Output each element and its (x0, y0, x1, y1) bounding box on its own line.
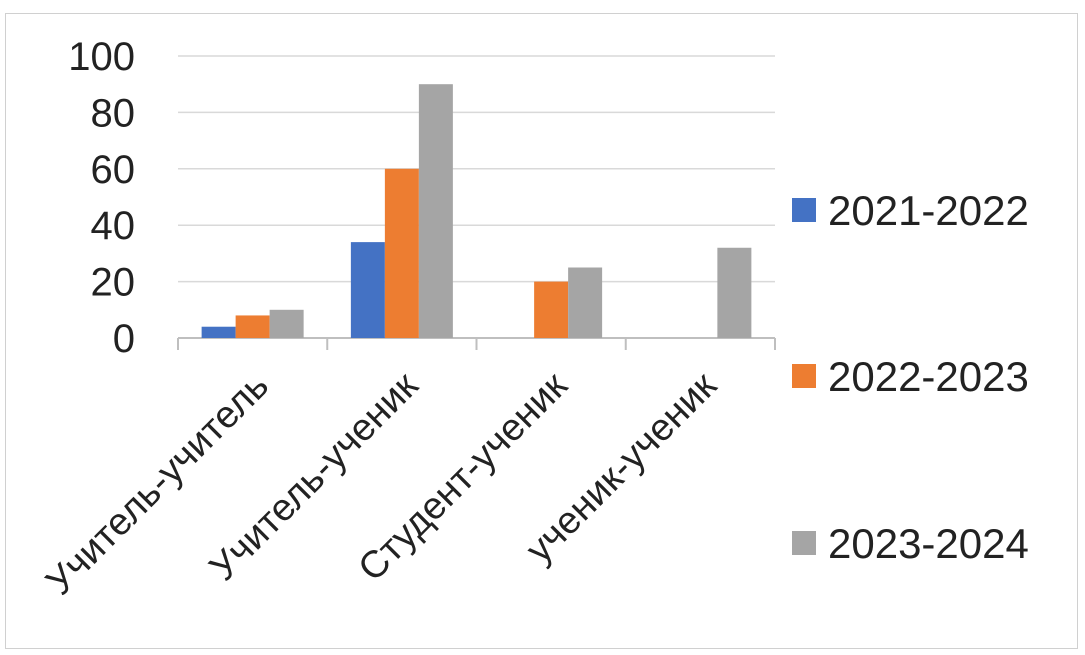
legend-swatch (792, 198, 816, 222)
bar (418, 84, 453, 338)
bar (717, 247, 752, 338)
y-tick-label: 20 (91, 261, 136, 305)
bar (235, 315, 270, 338)
legend-swatch (792, 364, 816, 388)
bar (534, 281, 569, 338)
y-tick-label: 0 (113, 317, 135, 361)
bar (269, 309, 304, 338)
y-tick-label: 60 (91, 148, 136, 192)
legend-swatch (792, 531, 816, 555)
bar (384, 168, 419, 338)
legend-label: 2023-2024 (828, 520, 1029, 567)
bar (201, 326, 236, 338)
y-tick-label: 40 (91, 204, 136, 248)
legend-label: 2022-2023 (828, 353, 1029, 400)
legend-label: 2021-2022 (828, 187, 1029, 234)
y-tick-label: 100 (68, 35, 135, 79)
bar (350, 242, 385, 338)
bar (568, 267, 603, 338)
y-tick-label: 80 (91, 91, 136, 135)
